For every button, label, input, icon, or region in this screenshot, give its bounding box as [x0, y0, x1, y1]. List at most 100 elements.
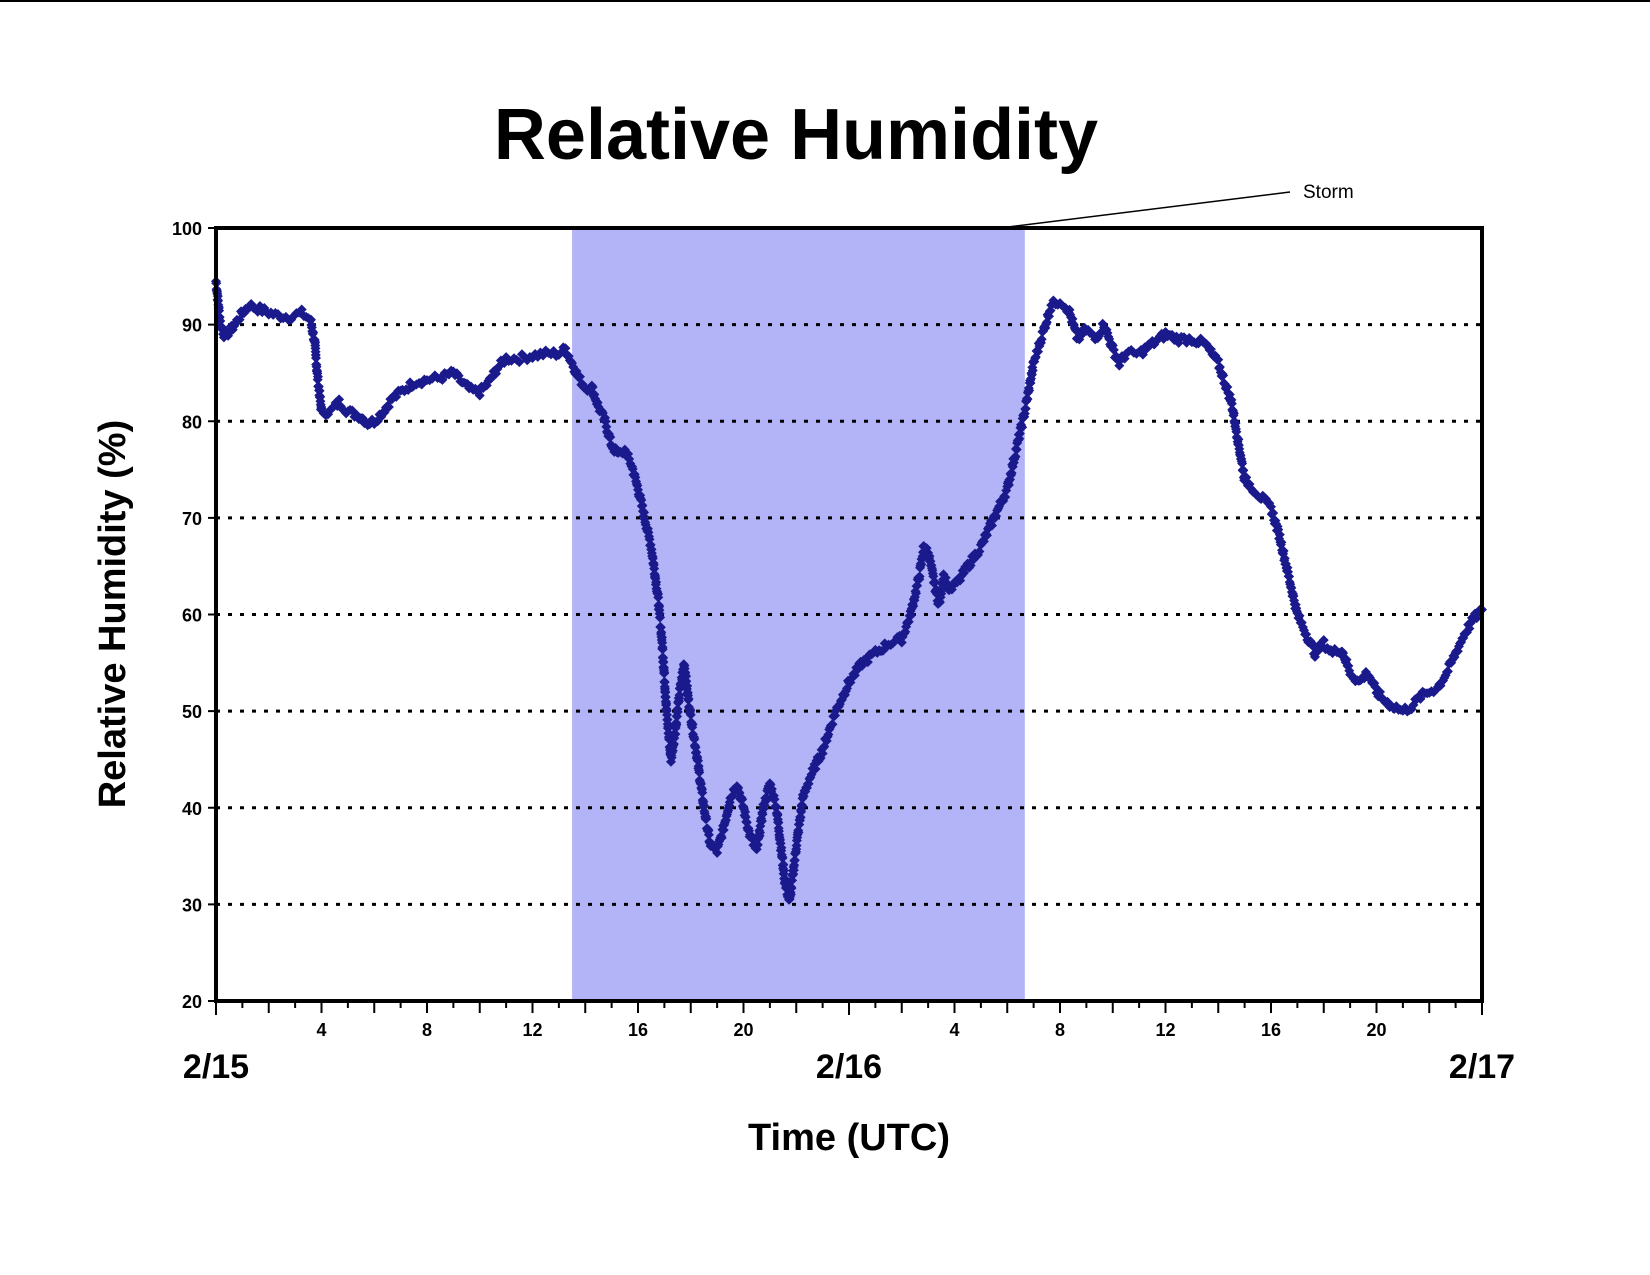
- data-point: [981, 530, 992, 541]
- data-point: [697, 787, 708, 798]
- data-point: [778, 859, 789, 870]
- data-point: [756, 815, 767, 826]
- data-point: [574, 371, 585, 382]
- data-point: [334, 394, 345, 405]
- data-point: [1318, 635, 1329, 646]
- data-point: [817, 748, 828, 759]
- data-point: [785, 889, 796, 900]
- top-border-line: [0, 0, 1650, 2]
- data-point: [672, 706, 683, 717]
- x-tick-label: 4: [316, 1020, 326, 1040]
- data-point: [698, 800, 709, 811]
- data-point: [795, 812, 806, 823]
- data-point: [1276, 537, 1287, 548]
- data-point: [1027, 365, 1038, 376]
- data-point: [1278, 545, 1289, 556]
- data-point: [789, 855, 800, 866]
- data-point: [683, 693, 694, 704]
- y-tick-label: 70: [182, 509, 202, 529]
- data-point: [653, 592, 664, 603]
- data-point: [701, 813, 712, 824]
- data-point: [659, 667, 670, 678]
- data-point: [1022, 394, 1033, 405]
- data-point: [773, 817, 784, 828]
- data-point: [1230, 418, 1241, 429]
- data-point: [777, 853, 788, 864]
- data-point: [655, 612, 666, 623]
- data-point: [793, 827, 804, 838]
- x-tick-label: 12: [1155, 1020, 1175, 1040]
- x-axis-title: Time (UTC): [748, 1117, 950, 1159]
- data-point: [752, 839, 763, 850]
- data-point: [862, 657, 873, 668]
- y-tick-label: 40: [182, 799, 202, 819]
- data-point: [587, 382, 598, 393]
- data-point: [1213, 354, 1224, 365]
- data-point: [1415, 693, 1426, 704]
- data-point: [769, 794, 780, 805]
- data-point: [1226, 398, 1237, 409]
- data-point: [827, 719, 838, 730]
- data-point: [308, 327, 319, 338]
- data-point: [716, 832, 727, 843]
- y-tick-label: 50: [182, 702, 202, 722]
- data-point: [312, 371, 323, 382]
- data-point: [663, 721, 674, 732]
- data-points: [211, 276, 1487, 905]
- data-point: [656, 632, 667, 643]
- data-point: [987, 520, 998, 531]
- y-tick-label: 30: [182, 895, 202, 915]
- data-point: [1011, 444, 1022, 455]
- data-point: [514, 357, 525, 368]
- data-point: [1222, 381, 1233, 392]
- y-axis-ticks: 20 30 40 50 60 70 80 90 100: [172, 219, 216, 1012]
- chart-title: Relative Humidity: [494, 95, 1098, 175]
- data-point: [314, 385, 325, 396]
- data-point: [694, 767, 705, 778]
- data-point: [906, 610, 917, 621]
- data-point: [506, 355, 517, 366]
- data-point: [1284, 571, 1295, 582]
- data-point: [674, 690, 685, 701]
- data-point: [703, 829, 714, 840]
- data-point: [687, 719, 698, 730]
- data-point: [1024, 385, 1035, 396]
- data-point: [776, 842, 787, 853]
- data-point: [786, 883, 797, 894]
- data-point: [1014, 428, 1025, 439]
- data-point: [682, 680, 693, 691]
- data-point: [651, 577, 662, 588]
- data-point: [1000, 492, 1011, 503]
- data-point: [671, 719, 682, 730]
- data-point: [1218, 370, 1229, 381]
- data-point: [1237, 458, 1248, 469]
- y-tick-label: 60: [182, 606, 202, 626]
- data-point: [670, 729, 681, 740]
- data-point: [929, 576, 940, 587]
- x-tick-label: 20: [1366, 1020, 1386, 1040]
- data-point: [737, 794, 748, 805]
- data-point: [778, 865, 789, 876]
- date-label: 2/15: [183, 1048, 249, 1086]
- data-point: [668, 738, 679, 749]
- data-point: [712, 847, 723, 858]
- y-tick-label: 80: [182, 412, 202, 432]
- data-point: [1017, 422, 1028, 433]
- data-point: [474, 390, 485, 401]
- data-point: [810, 763, 821, 774]
- data-point: [1233, 434, 1244, 445]
- x-tick-label: 8: [1055, 1020, 1065, 1040]
- data-point: [685, 709, 696, 720]
- data-point: [1020, 403, 1031, 414]
- data-point: [657, 644, 668, 655]
- data-point: [914, 571, 925, 582]
- storm-annotation-leader-line: [999, 191, 1291, 229]
- y-tick-label: 90: [182, 316, 202, 336]
- data-point: [605, 431, 616, 442]
- x-tick-label: 20: [733, 1020, 753, 1040]
- x-tick-label: 16: [628, 1020, 648, 1040]
- date-label: 2/16: [816, 1048, 882, 1086]
- date-labels: 2/15 2/16 2/17: [183, 1048, 1515, 1086]
- data-point: [639, 507, 650, 518]
